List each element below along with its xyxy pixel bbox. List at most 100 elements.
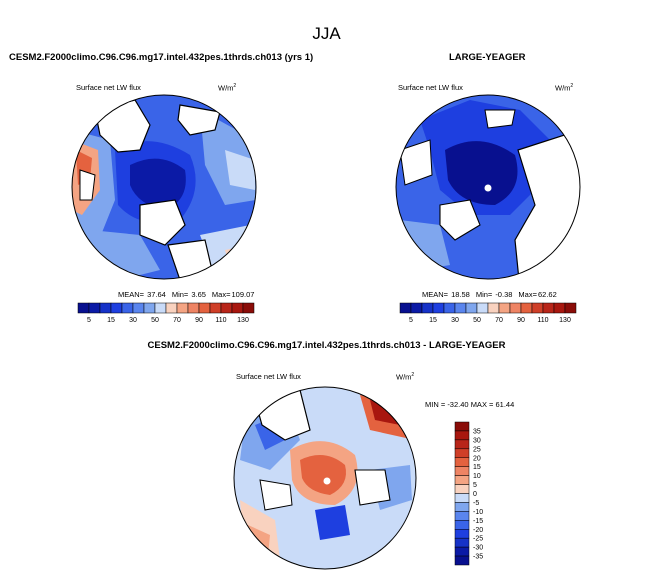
colorbar-swatch — [399, 302, 412, 314]
colorbar-swatch — [454, 484, 470, 494]
colorbar-swatch — [542, 302, 555, 314]
colorbar-tick-label: 70 — [495, 317, 503, 324]
colorbar-tick-label: 30 — [451, 317, 459, 324]
colorbar-tick-label: 15 — [429, 317, 437, 324]
panel3-minmax: MIN = -32.40 MAX = 61.44 — [425, 400, 515, 409]
panel2-field-label: Surface net LW flux — [398, 83, 463, 92]
colorbar-swatch — [454, 520, 470, 530]
colorbar-tick-label: 50 — [151, 317, 159, 324]
map3-pole-mask — [323, 477, 331, 485]
colorbar-swatch — [198, 302, 211, 314]
colorbar-swatch — [143, 302, 156, 314]
colorbar-tick-label: 110 — [215, 317, 226, 324]
colorbar-swatch — [454, 421, 470, 432]
colorbar-tick-label: -20 — [473, 527, 483, 534]
colorbar-swatch — [454, 537, 470, 548]
colorbar-swatch — [454, 502, 470, 512]
colorbar-tick-label: -15 — [473, 518, 483, 525]
map1-boundary — [71, 94, 257, 280]
colorbar-swatch — [454, 529, 470, 539]
colorbar-swatch — [187, 302, 200, 314]
panel2-colorbar: 5 15 30 50 70 90 110 130 — [399, 302, 577, 324]
season-title: JJA — [312, 24, 341, 43]
colorbar-swatch — [531, 302, 544, 314]
colorbar-swatch — [476, 302, 489, 314]
colorbar-swatch — [165, 302, 178, 314]
colorbar-tick-label: 110 — [537, 317, 548, 324]
colorbar-tick-label: 130 — [237, 317, 249, 324]
panel1-title: CESM2.F2000climo.C96.C96.mg17.intel.432p… — [9, 52, 314, 63]
colorbar-tick-label: 30 — [129, 317, 137, 324]
colorbar-tick-label: 15 — [107, 317, 115, 324]
colorbar-swatch — [421, 302, 434, 314]
panel2-stats: MEAN= 18.58 Min= -0.38 Max=62.62 — [422, 290, 557, 299]
panel3-colorbar: 35 30 25 20 15 10 5 0 -5 -10 -15 -20 -25 -30 -35 — [454, 421, 483, 566]
colorbar-swatch — [154, 302, 167, 314]
colorbar-swatch — [88, 302, 101, 314]
colorbar-tick-label: -5 — [473, 500, 479, 507]
colorbar-tick-label: 10 — [473, 473, 481, 480]
colorbar-tick-label: 90 — [517, 317, 525, 324]
colorbar-tick-label: 35 — [473, 428, 481, 435]
colorbar-swatch — [110, 302, 123, 314]
colorbar-tick-label: 30 — [473, 437, 481, 444]
map3-boundary — [233, 386, 417, 570]
panel1-stats: MEAN= 37.64 Min= 3.65 Max=109.07 — [118, 290, 254, 299]
panel1-units: W/m2 — [218, 83, 237, 93]
colorbar-tick-label: 15 — [473, 464, 481, 471]
colorbar-swatch — [77, 302, 90, 314]
panel1-colorbar: 5 15 30 50 70 90 110 130 — [77, 302, 255, 324]
colorbar-swatch — [509, 302, 522, 314]
colorbar-swatch — [443, 302, 456, 314]
colorbar-swatch — [454, 448, 470, 458]
colorbar-swatch — [454, 466, 470, 476]
colorbar-tick-label: 5 — [409, 317, 413, 324]
colorbar-swatch — [465, 302, 478, 314]
colorbar-tick-label: 50 — [473, 317, 481, 324]
colorbar-swatch — [454, 457, 470, 467]
colorbar-tick-label: 90 — [195, 317, 203, 324]
colorbar-swatch — [498, 302, 511, 314]
colorbar-swatch — [553, 302, 566, 314]
colorbar-swatch — [564, 302, 577, 314]
panel2-units: W/m2 — [555, 83, 574, 93]
colorbar-tick-label: 70 — [173, 317, 181, 324]
colorbar-swatch — [454, 511, 470, 521]
panel2-title: LARGE-YEAGER — [449, 52, 526, 63]
colorbar-swatch — [410, 302, 423, 314]
colorbar-swatch — [121, 302, 134, 314]
colorbar-tick-label: 5 — [473, 482, 477, 489]
panel3-title: CESM2.F2000climo.C96.C96.mg17.intel.432p… — [147, 340, 506, 351]
panel1-field-label: Surface net LW flux — [76, 83, 141, 92]
colorbar-swatch — [454, 493, 470, 503]
colorbar-tick-label: 130 — [559, 317, 571, 324]
colorbar-swatch — [454, 475, 470, 485]
colorbar-swatch — [454, 555, 470, 566]
colorbar-swatch — [454, 439, 470, 450]
colorbar-swatch — [432, 302, 445, 314]
colorbar-tick-label: 25 — [473, 446, 481, 453]
colorbar-tick-label: -10 — [473, 509, 483, 516]
map2-boundary — [395, 94, 581, 280]
panel3-units: W/m2 — [396, 372, 415, 382]
panel3-field-label: Surface net LW flux — [236, 372, 301, 381]
colorbar-tick-label: 20 — [473, 455, 481, 462]
colorbar-swatch — [220, 302, 233, 314]
colorbar-swatch — [209, 302, 222, 314]
colorbar-swatch — [242, 302, 255, 314]
colorbar-swatch — [520, 302, 533, 314]
colorbar-swatch — [454, 302, 467, 314]
colorbar-swatch — [132, 302, 145, 314]
colorbar-swatch — [176, 302, 189, 314]
colorbar-swatch — [231, 302, 244, 314]
colorbar-tick-label: -25 — [473, 536, 483, 543]
colorbar-swatch — [99, 302, 112, 314]
colorbar-swatch — [454, 430, 470, 441]
map2-pole-mask — [484, 184, 492, 192]
colorbar-tick-label: -35 — [473, 554, 483, 561]
colorbar-swatch — [454, 546, 470, 557]
colorbar-swatch — [487, 302, 500, 314]
colorbar-tick-label: 5 — [87, 317, 91, 324]
colorbar-tick-label: -30 — [473, 545, 483, 552]
